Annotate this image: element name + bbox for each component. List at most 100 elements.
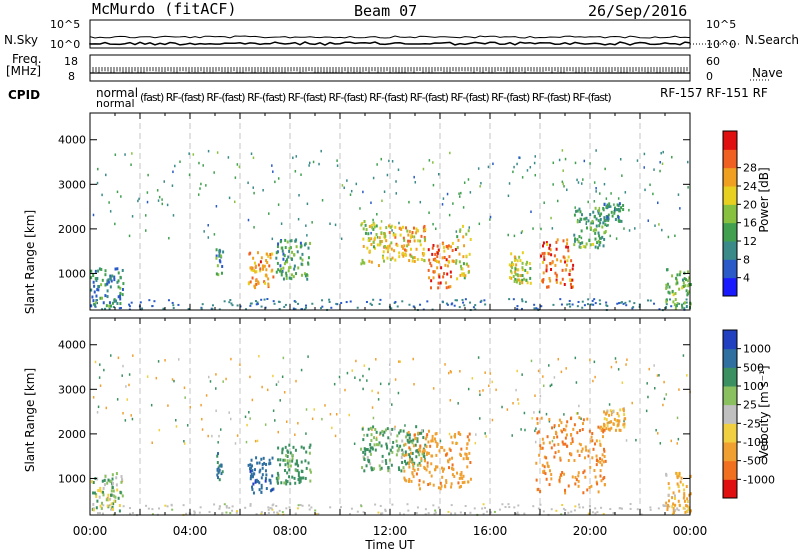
- ground-scatter-cell: [598, 299, 601, 302]
- ground-scatter-cell: [228, 506, 231, 509]
- echo-cell: [597, 211, 600, 215]
- echo-cell: [90, 288, 93, 292]
- echo-cell: [382, 250, 385, 254]
- echo-cell: [375, 224, 378, 228]
- scatter-cell: [670, 439, 673, 443]
- scatter-cell: [363, 433, 365, 437]
- echo-cell: [466, 435, 469, 439]
- echo-cell: [443, 448, 446, 452]
- ground-scatter-cell: [472, 306, 475, 309]
- scatter-cell: [116, 398, 119, 401]
- ground-scatter-cell: [148, 299, 151, 302]
- echo-cell: [383, 259, 386, 263]
- ground-scatter-cell: [508, 506, 511, 509]
- echo-cell: [446, 272, 449, 276]
- echo-cell: [107, 478, 110, 482]
- ground-scatter-cell: [516, 307, 519, 310]
- echo-cell: [360, 262, 363, 266]
- scatter-cell: [320, 149, 322, 153]
- echo-cell: [286, 454, 289, 458]
- scatter-cell: [649, 183, 651, 187]
- scatter-cell: [338, 375, 341, 379]
- echo-cell: [403, 476, 406, 480]
- echo-cell: [545, 267, 548, 271]
- echo-cell: [441, 256, 444, 260]
- scatter-cell: [346, 371, 349, 375]
- echo-cell: [92, 491, 95, 495]
- echo-cell: [558, 478, 561, 482]
- scatter-cell: [477, 356, 480, 359]
- echo-cell: [595, 463, 598, 467]
- ground-scatter-cell: [182, 504, 185, 507]
- echo-cell: [368, 259, 371, 263]
- scatter-cell: [513, 234, 516, 238]
- echo-cell: [684, 278, 687, 282]
- echo-cell: [408, 462, 411, 466]
- echo-cell: [567, 484, 570, 488]
- ground-scatter-cell: [131, 511, 134, 514]
- echo-cell: [609, 420, 612, 424]
- ground-scatter-cell: [469, 301, 472, 304]
- echo-cell: [417, 239, 420, 243]
- echo-cell: [587, 449, 590, 453]
- echo-cell: [260, 483, 263, 487]
- echo-cell: [666, 506, 669, 510]
- echo-cell: [288, 468, 291, 472]
- scatter-cell: [207, 149, 210, 153]
- velocity-colorbar-label: Velocity [m s⁻¹]: [757, 365, 771, 458]
- echo-cell: [514, 278, 517, 282]
- echo-cell: [683, 492, 686, 496]
- echo-cell: [523, 277, 526, 281]
- echo-cell: [249, 477, 252, 481]
- ground-scatter-cell: [349, 300, 352, 303]
- scatter-cell: [439, 439, 442, 443]
- scatter-cell: [603, 182, 606, 186]
- echo-cell: [367, 237, 370, 241]
- echo-cell: [402, 236, 405, 240]
- echo-cell: [108, 304, 111, 308]
- echo-cell: [558, 424, 561, 428]
- echo-cell: [667, 503, 670, 507]
- ground-scatter-cell: [101, 512, 104, 515]
- echo-cell: [592, 447, 595, 451]
- ytick-label: 1000: [58, 472, 86, 485]
- ground-scatter-cell: [524, 300, 527, 303]
- scatter-cell: [463, 181, 466, 184]
- scatter-cell: [422, 167, 425, 171]
- echo-cell: [671, 505, 674, 509]
- echo-cell: [119, 286, 122, 290]
- echo-cell: [115, 472, 118, 476]
- echo-cell: [452, 467, 455, 471]
- echo-cell: [524, 268, 527, 272]
- echo-cell: [251, 485, 254, 489]
- scatter-cell: [261, 385, 263, 389]
- ground-scatter-cell: [581, 300, 584, 303]
- ground-scatter-cell: [151, 513, 154, 516]
- echo-cell: [541, 463, 544, 467]
- echo-cell: [457, 238, 460, 242]
- scatter-cell: [574, 161, 577, 165]
- echo-cell: [587, 454, 590, 458]
- echo-cell: [600, 212, 603, 216]
- echo-cell: [622, 409, 625, 413]
- scatter-cell: [543, 201, 545, 205]
- ground-scatter-cell: [560, 513, 563, 516]
- ground-scatter-cell: [235, 510, 238, 513]
- ground-scatter-cell: [402, 513, 405, 516]
- echo-cell: [592, 229, 595, 233]
- echo-cell: [363, 469, 366, 473]
- echo-cell: [285, 482, 288, 486]
- echo-cell: [369, 452, 372, 456]
- scatter-cell: [624, 191, 627, 194]
- echo-cell: [509, 269, 512, 273]
- echo-cell: [410, 439, 413, 443]
- echo-cell: [668, 486, 671, 490]
- echo-cell: [387, 436, 390, 440]
- echo-cell: [462, 255, 465, 259]
- echo-cell: [468, 432, 471, 436]
- echo-cell: [267, 254, 270, 258]
- echo-cell: [578, 220, 581, 224]
- echo-cell: [439, 281, 442, 285]
- scatter-cell: [552, 161, 555, 165]
